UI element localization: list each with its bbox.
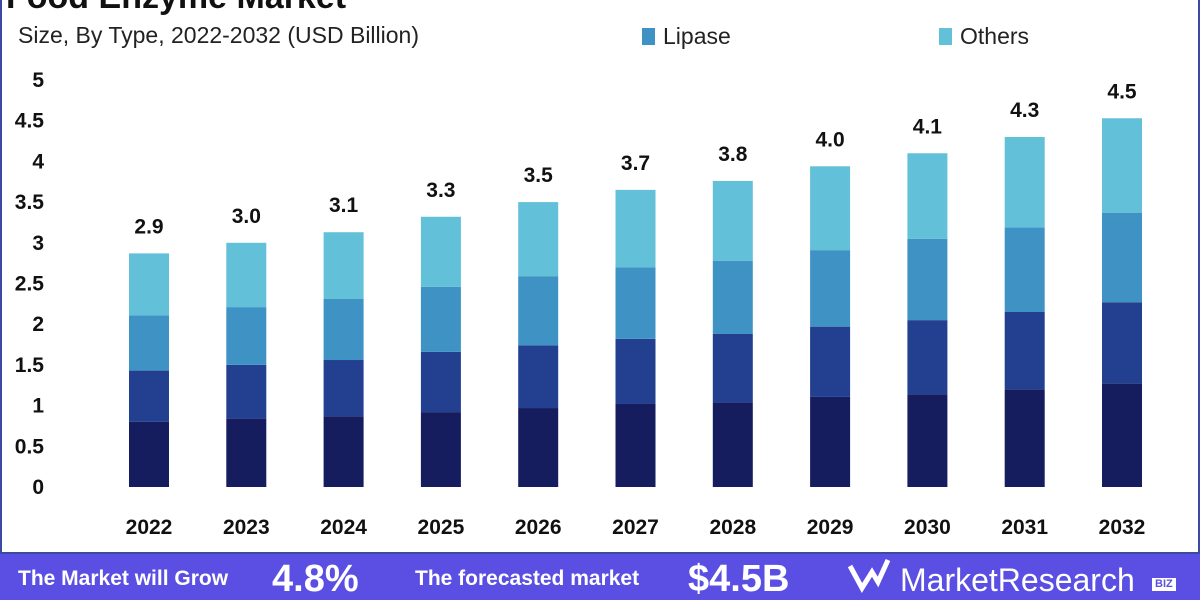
data-label: 4.1 [913,115,943,138]
x-tick-label: 2022 [126,516,173,539]
bar-segment [810,166,851,251]
bar-segment [712,402,753,487]
bar-segment [129,370,169,422]
bar-segment [615,338,656,404]
chart-title: Food Enzyme Market [6,0,346,17]
bar-segment [129,421,169,487]
bar-segment [226,418,267,487]
brand-name: MarketResearch [900,562,1135,598]
grow-text: The Market will Grow [18,567,229,590]
brand-suffix: BIZ [1152,578,1176,591]
data-label: 4.3 [1010,99,1039,122]
data-label: 3.0 [232,205,261,228]
bar-chart: 0 0.5 1 1.5 2 2.5 3 3.5 4 4.5 5 2.9 2022 3.0 2023 3.1 20… [15,69,1146,539]
x-tick-label: 2024 [320,516,367,539]
bar-segment [518,345,559,409]
bar-segment [518,202,559,277]
bar-segment [615,403,656,487]
y-tick-label: 3 [32,232,44,255]
bar-segment [323,360,364,417]
bar-segment [1004,227,1045,312]
bar-segment [420,286,461,352]
legend-swatch [939,28,952,45]
bar-segment [810,326,851,397]
legend-swatch [642,28,655,45]
x-tick-label: 2030 [904,516,951,539]
x-tick-label: 2026 [515,516,562,539]
bar-segment [1102,302,1142,384]
x-tick-label: 2023 [223,516,270,539]
data-label: 3.8 [718,143,748,166]
bar-segment [323,232,364,299]
bar-segment [226,242,267,308]
bar-segment [1004,389,1045,487]
bar-segment [226,364,267,419]
y-tick-label: 1 [32,395,44,418]
y-tick-label: 4 [32,150,44,173]
bar-segment [323,416,364,487]
x-tick-label: 2029 [807,516,854,539]
data-label: 3.7 [621,152,650,175]
bar-segment [1102,118,1142,213]
bar-segment [518,276,559,346]
bar-segment [518,408,559,487]
chart-frame: Food Enzyme Market Size, By Type, 2022-2… [0,0,1200,554]
data-label: 4.5 [1107,80,1137,103]
y-tick-label: 5 [32,69,44,92]
data-label: 3.1 [329,194,359,217]
bar-segment [712,333,753,403]
bar-segment [129,315,169,371]
y-tick-label: 1.5 [15,354,45,377]
bar-segment [907,320,948,395]
bar-segment [907,238,948,321]
bar-segment [1102,212,1142,303]
x-tick-label: 2027 [612,516,659,539]
y-tick-label: 2 [32,313,44,336]
legend-label: Others [960,23,1030,49]
bar-segment [712,260,753,334]
bar-segment [129,253,169,316]
y-tick-label: 3.5 [15,191,45,214]
bar-segment [810,396,851,487]
data-label: 3.3 [426,179,455,202]
legend-item-others: Others [939,23,1029,50]
footer-banner: The Market will Grow 4.8% The forecasted… [0,554,1200,600]
bar-segment [907,153,948,239]
chart-subtitle: Size, By Type, 2022-2032 (USD Billion) [18,22,419,48]
bar-segment [615,267,656,339]
bar-segment [810,250,851,327]
bar-segment [420,216,461,287]
bar-segment [1004,311,1045,390]
bar-segment [323,298,364,361]
legend-item-lipase: Lipase [642,23,731,50]
y-tick-label: 0 [32,476,44,499]
x-tick-label: 2025 [418,516,465,539]
forecast-text: The forecasted market [415,567,640,590]
bar-segment [420,412,461,487]
forecast-value: $4.5B [688,558,790,600]
bar-segment [615,189,656,268]
data-label: 2.9 [134,215,163,238]
bar-segment [1004,136,1045,228]
bar-segment [712,180,753,261]
bar-segment [907,394,948,487]
x-tick-label: 2028 [709,516,756,539]
bar-segment [420,351,461,413]
x-tick-label: 2031 [1001,516,1048,539]
cagr-value: 4.8% [272,558,359,600]
data-label: 4.0 [815,128,844,151]
x-tick-label: 2032 [1099,516,1146,539]
y-tick-label: 2.5 [15,273,45,296]
bar-segment [226,307,267,365]
y-tick-label: 4.5 [15,110,45,133]
legend-label: Lipase [663,23,731,49]
data-label: 3.5 [524,164,554,187]
bar-segment [1102,383,1142,487]
marketresearch-logo-icon [848,558,890,593]
y-tick-label: 0.5 [15,435,45,458]
